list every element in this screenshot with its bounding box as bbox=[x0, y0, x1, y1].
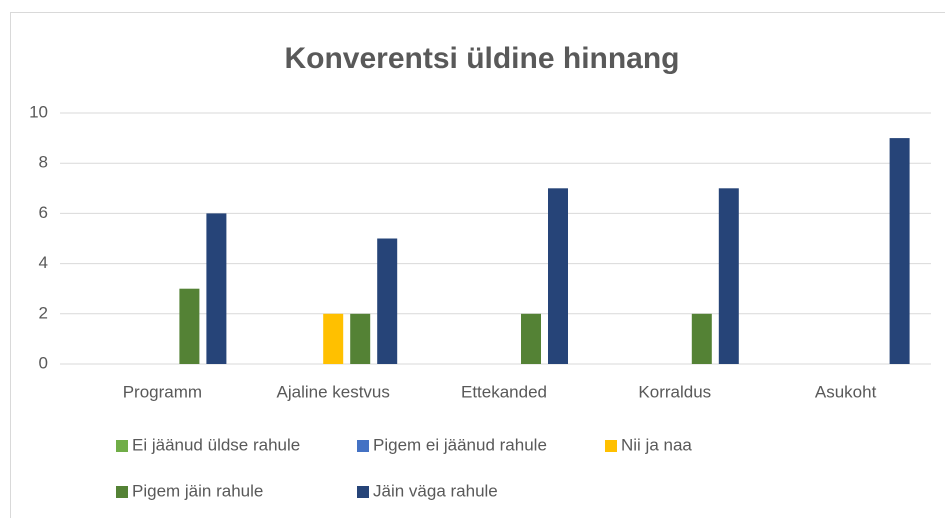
legend-swatch bbox=[357, 440, 369, 452]
bar bbox=[206, 213, 227, 364]
y-tick-label: 10 bbox=[29, 102, 48, 121]
bar bbox=[691, 313, 712, 364]
x-tick-label: Programm bbox=[123, 382, 202, 401]
y-tick-label: 6 bbox=[39, 203, 48, 222]
bar bbox=[377, 238, 398, 364]
x-tick-label: Ajaline kestvus bbox=[277, 382, 390, 401]
x-tick-label: Ettekanded bbox=[461, 382, 547, 401]
legend-swatch bbox=[116, 440, 128, 452]
y-tick-label: 2 bbox=[39, 303, 48, 322]
legend-swatch bbox=[357, 486, 369, 498]
legend-label: Nii ja naa bbox=[621, 435, 692, 454]
chart-frame bbox=[10, 12, 945, 518]
bar bbox=[548, 188, 568, 364]
y-tick-label: 4 bbox=[39, 253, 48, 272]
bar bbox=[718, 188, 739, 364]
bar bbox=[323, 313, 344, 364]
legend-label: Pigem ei jäänud rahule bbox=[373, 435, 547, 454]
legend-label: Pigem jäin rahule bbox=[132, 481, 263, 500]
legend-swatch bbox=[605, 440, 617, 452]
legend-label: Ei jäänud üldse rahule bbox=[132, 435, 300, 454]
y-tick-label: 8 bbox=[39, 153, 48, 172]
legend-label: Jäin väga rahule bbox=[373, 481, 498, 500]
bar bbox=[521, 313, 541, 364]
bar bbox=[889, 138, 910, 364]
bar bbox=[350, 313, 371, 364]
bar bbox=[179, 288, 200, 364]
legend-swatch bbox=[116, 486, 128, 498]
x-tick-label: Asukoht bbox=[815, 382, 877, 401]
x-tick-label: Korraldus bbox=[638, 382, 711, 401]
y-tick-label: 0 bbox=[39, 353, 48, 372]
chart-title: Konverentsi üldine hinnang bbox=[284, 42, 679, 75]
